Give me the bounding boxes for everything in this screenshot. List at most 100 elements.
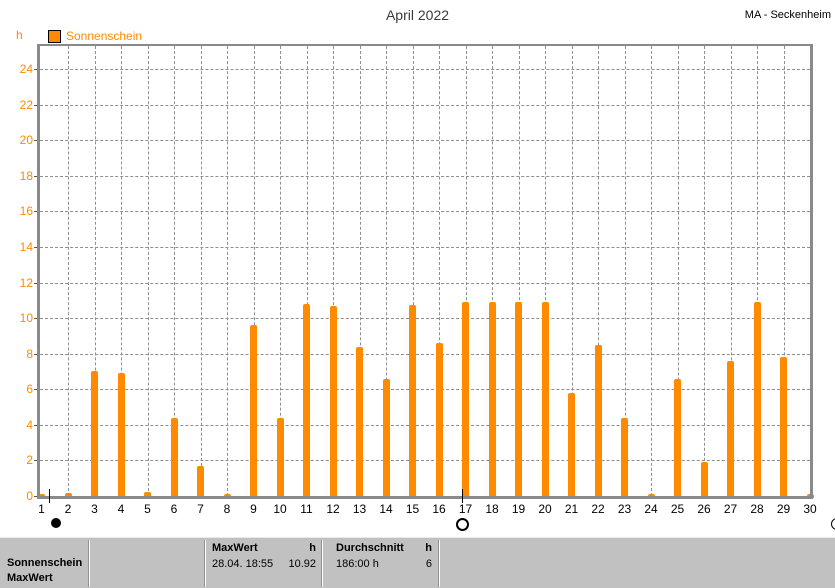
bar-day-6 (170, 418, 178, 498)
x-axis-line (37, 496, 813, 499)
y-tick-label: 20 (19, 133, 33, 148)
bar-day-27 (727, 361, 734, 498)
bar-day-17 (462, 302, 469, 498)
statusbar-divider (88, 540, 90, 587)
x-tick-label: 14 (379, 502, 393, 516)
y-tick-label: 4 (26, 417, 33, 432)
x-grid-line (280, 46, 281, 496)
y-grid-line (40, 389, 810, 391)
bar-day-18 (488, 302, 496, 498)
x-tick-label: 21 (564, 502, 579, 516)
chart-title: April 2022 (385, 7, 450, 23)
x-grid-line (147, 46, 149, 496)
x-grid-line (783, 46, 785, 496)
statusbar-series-metric: MaxWert (7, 572, 53, 584)
y-tick-label: 22 (19, 97, 33, 112)
x-tick-label: 18 (485, 502, 499, 516)
new-moon-icon (51, 518, 62, 528)
x-grid-line (730, 46, 732, 496)
durchschnitt-value: 186:00 h (336, 558, 379, 570)
maxwert-unit: h (309, 542, 316, 554)
x-grid-line (333, 46, 334, 496)
x-tick-label: 5 (144, 502, 151, 516)
maxwert-label: MaxWert (212, 542, 258, 554)
x-tick-label: 9 (250, 502, 257, 516)
y-tick-label: 10 (19, 311, 33, 326)
y-tick-label: 18 (19, 168, 33, 183)
x-tick-label: 30 (803, 502, 817, 516)
y-grid-line (40, 460, 810, 462)
x-grid-line (253, 46, 255, 496)
x-grid-line (439, 46, 440, 496)
statusbar-divider (438, 540, 440, 587)
x-tick-label: 22 (591, 502, 605, 516)
statusbar-divider (204, 540, 206, 587)
x-grid-line (200, 46, 202, 496)
x-grid-line (121, 46, 122, 496)
bar-day-23 (621, 418, 628, 498)
maxwert-value: 10.92 (288, 558, 316, 570)
x-tick-label: 15 (405, 502, 420, 516)
x-tick-label: 12 (326, 502, 340, 516)
bar-day-19 (515, 302, 522, 498)
x-grid-line (571, 46, 573, 496)
y-tick-label: 2 (26, 453, 33, 468)
x-tick-label: 23 (617, 502, 632, 516)
bar-day-12 (329, 306, 337, 498)
y-grid-line (40, 104, 810, 106)
x-grid-line (412, 46, 414, 496)
x-tick-label: 28 (750, 502, 764, 516)
plot-area: 0 2 4 6 8 10 12 14 16 18 20 22 24 1 2 3 4 5 6 7 8 9 10 11 12 13 14… (19, 44, 835, 531)
x-grid-line (68, 46, 69, 496)
bar-day-15 (409, 305, 416, 498)
durchschnitt-avg: 6 (425, 558, 432, 570)
y-grid-line (40, 211, 810, 213)
status-bar: Sonnenschein MaxWert MaxWert h 28.04. 18… (0, 537, 835, 588)
bar-day-21 (568, 393, 575, 498)
x-tick-label: 3 (91, 502, 98, 516)
durchschnitt-unit: h (425, 542, 432, 554)
y-tick-label: 12 (19, 275, 33, 290)
plot-right-border (810, 46, 813, 496)
y-tick-label: 8 (26, 346, 33, 361)
moon-marker-tick (49, 489, 51, 503)
statusbar-divider (321, 540, 323, 587)
x-tick-label: 10 (273, 502, 287, 516)
half-moon-icon (831, 517, 835, 530)
bar-day-5 (144, 492, 151, 498)
x-tick-label: 20 (538, 502, 552, 516)
bar-day-9 (250, 325, 257, 498)
bar-day-3 (91, 371, 98, 498)
x-grid-line (306, 46, 308, 496)
x-grid-line (624, 46, 626, 496)
bar-day-28 (753, 302, 761, 498)
y-grid-line (40, 282, 810, 284)
x-tick-label: 2 (64, 502, 72, 516)
bar-day-26 (700, 462, 708, 498)
x-tick-label: 1 (38, 502, 45, 516)
bar-day-22 (594, 345, 602, 498)
y-tick-label: 24 (19, 62, 33, 77)
bar-day-13 (356, 347, 363, 498)
legend-series-label: Sonnenschein (66, 29, 143, 43)
y-grid-line (40, 424, 810, 426)
y-grid-line (40, 140, 810, 142)
x-grid-line (757, 46, 758, 496)
x-tick-label: 6 (170, 502, 178, 516)
maxwert-datetime: 28.04. 18:55 (212, 558, 274, 570)
x-grid-line (518, 46, 520, 496)
y-tick-label: 16 (19, 204, 33, 219)
station-label: MA - Seckenheim (744, 9, 831, 21)
y-grid-line (40, 175, 810, 177)
x-tick-label: 26 (697, 502, 711, 516)
x-tick-label: 13 (352, 502, 367, 516)
x-tick-label: 17 (458, 502, 473, 516)
x-tick-label: 24 (644, 502, 658, 516)
bar-day-25 (674, 379, 681, 498)
bar-day-11 (303, 304, 310, 498)
full-moon-icon (455, 517, 469, 531)
x-tick-label: 11 (300, 502, 313, 516)
x-tick-label: 4 (117, 502, 125, 516)
bar-day-7 (197, 466, 204, 498)
